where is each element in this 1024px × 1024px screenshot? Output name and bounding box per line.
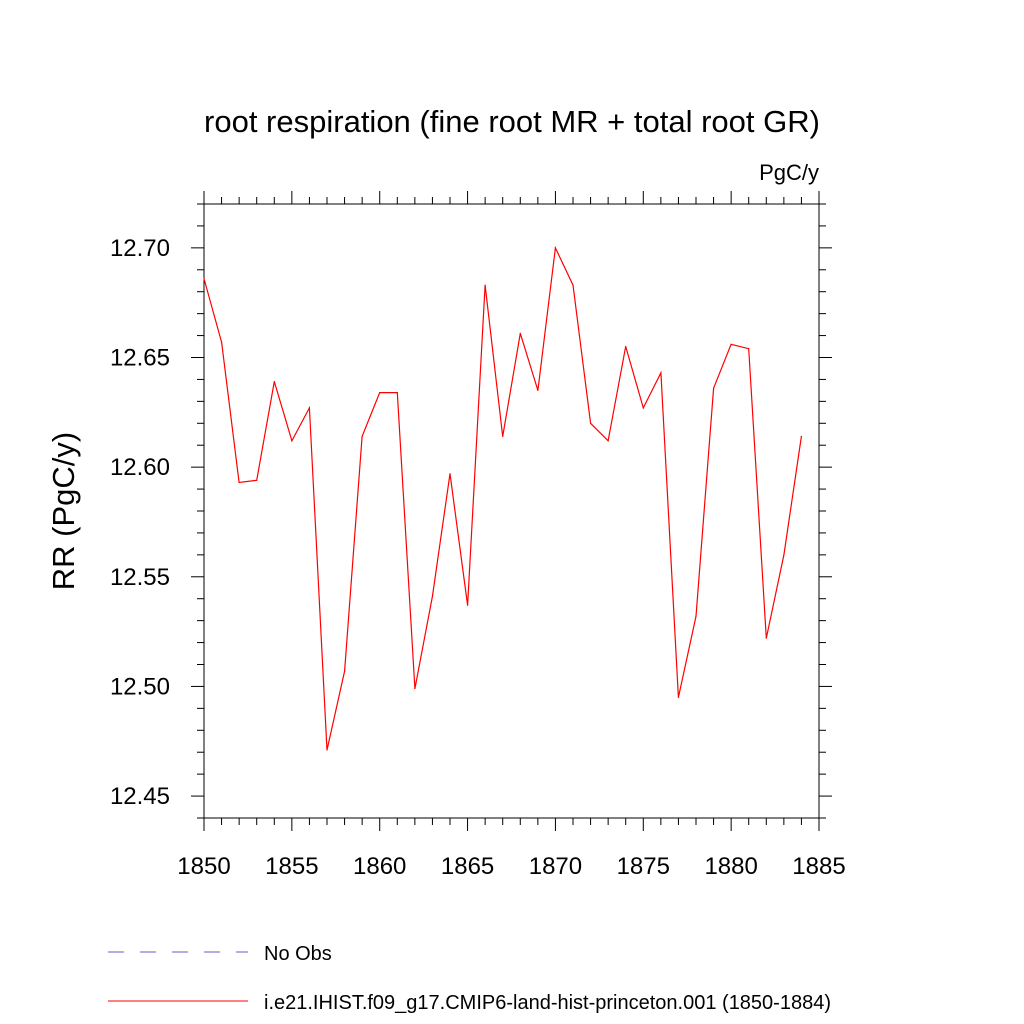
y-tick-label: 12.70 (110, 235, 170, 262)
data-point (308, 407, 311, 409)
legend-label-1: No Obs (264, 943, 332, 965)
data-point (361, 435, 363, 438)
data-point (730, 343, 732, 345)
data-point (291, 440, 293, 442)
chart-title: root respiration (fine root MR + total r… (204, 104, 820, 139)
plot-frame (203, 203, 820, 819)
data-point (519, 332, 521, 334)
x-tick-label: 1885 (792, 853, 845, 880)
y-tick-label: 12.55 (110, 564, 170, 591)
data-point (554, 247, 557, 249)
x-tick-label: 1850 (177, 853, 230, 880)
data-point (537, 389, 539, 391)
data-point (695, 615, 697, 617)
data-point (625, 345, 627, 348)
y-tick-label: 12.45 (110, 783, 170, 810)
legend-label-2: i.e21.IHIST.f09_g17.CMIP6-land-hist-prin… (264, 992, 831, 1014)
data-point (642, 407, 644, 409)
data-point (379, 391, 381, 394)
data-point (712, 387, 715, 389)
series-line (203, 245, 802, 751)
data-point (484, 284, 486, 286)
data-point (466, 604, 469, 606)
data-point (273, 381, 275, 383)
data-point (589, 422, 592, 424)
data-point (326, 749, 328, 751)
data-point (800, 435, 803, 438)
data-point (414, 688, 416, 690)
x-tick-label: 1870 (529, 853, 582, 880)
data-point (238, 481, 240, 484)
data-point (220, 341, 223, 343)
data-point (607, 440, 609, 442)
plot-area: 1850 1855 1860 1865 1870 1875 1880 1885 12.45 12.… (110, 191, 846, 880)
y-axis-label: RR (PgC/y) (46, 432, 81, 590)
x-tick-label: 1880 (704, 853, 757, 880)
data-point (572, 284, 574, 286)
data-point (203, 277, 205, 280)
data-point (431, 595, 434, 598)
y-tick-label: 12.65 (110, 345, 170, 372)
data-point (343, 670, 346, 672)
data-point (502, 435, 504, 438)
data-point (748, 348, 750, 350)
y-tick-label: 12.50 (110, 673, 170, 700)
units-label: PgC/y (759, 160, 819, 185)
data-point (765, 637, 767, 639)
x-tick-label: 1860 (353, 853, 406, 880)
data-point (783, 554, 785, 556)
data-point (449, 473, 451, 475)
data-point (256, 479, 258, 481)
x-tick-label: 1855 (265, 853, 318, 880)
legend: No Obs i.e21.IHIST.f09_g17.CMIP6-land-his… (108, 943, 831, 1014)
data-point (660, 372, 662, 374)
data-point (396, 391, 398, 394)
y-tick-label: 12.60 (110, 454, 170, 481)
x-tick-label: 1875 (617, 853, 670, 880)
x-tick-label: 1865 (441, 853, 494, 880)
data-point (677, 696, 680, 698)
